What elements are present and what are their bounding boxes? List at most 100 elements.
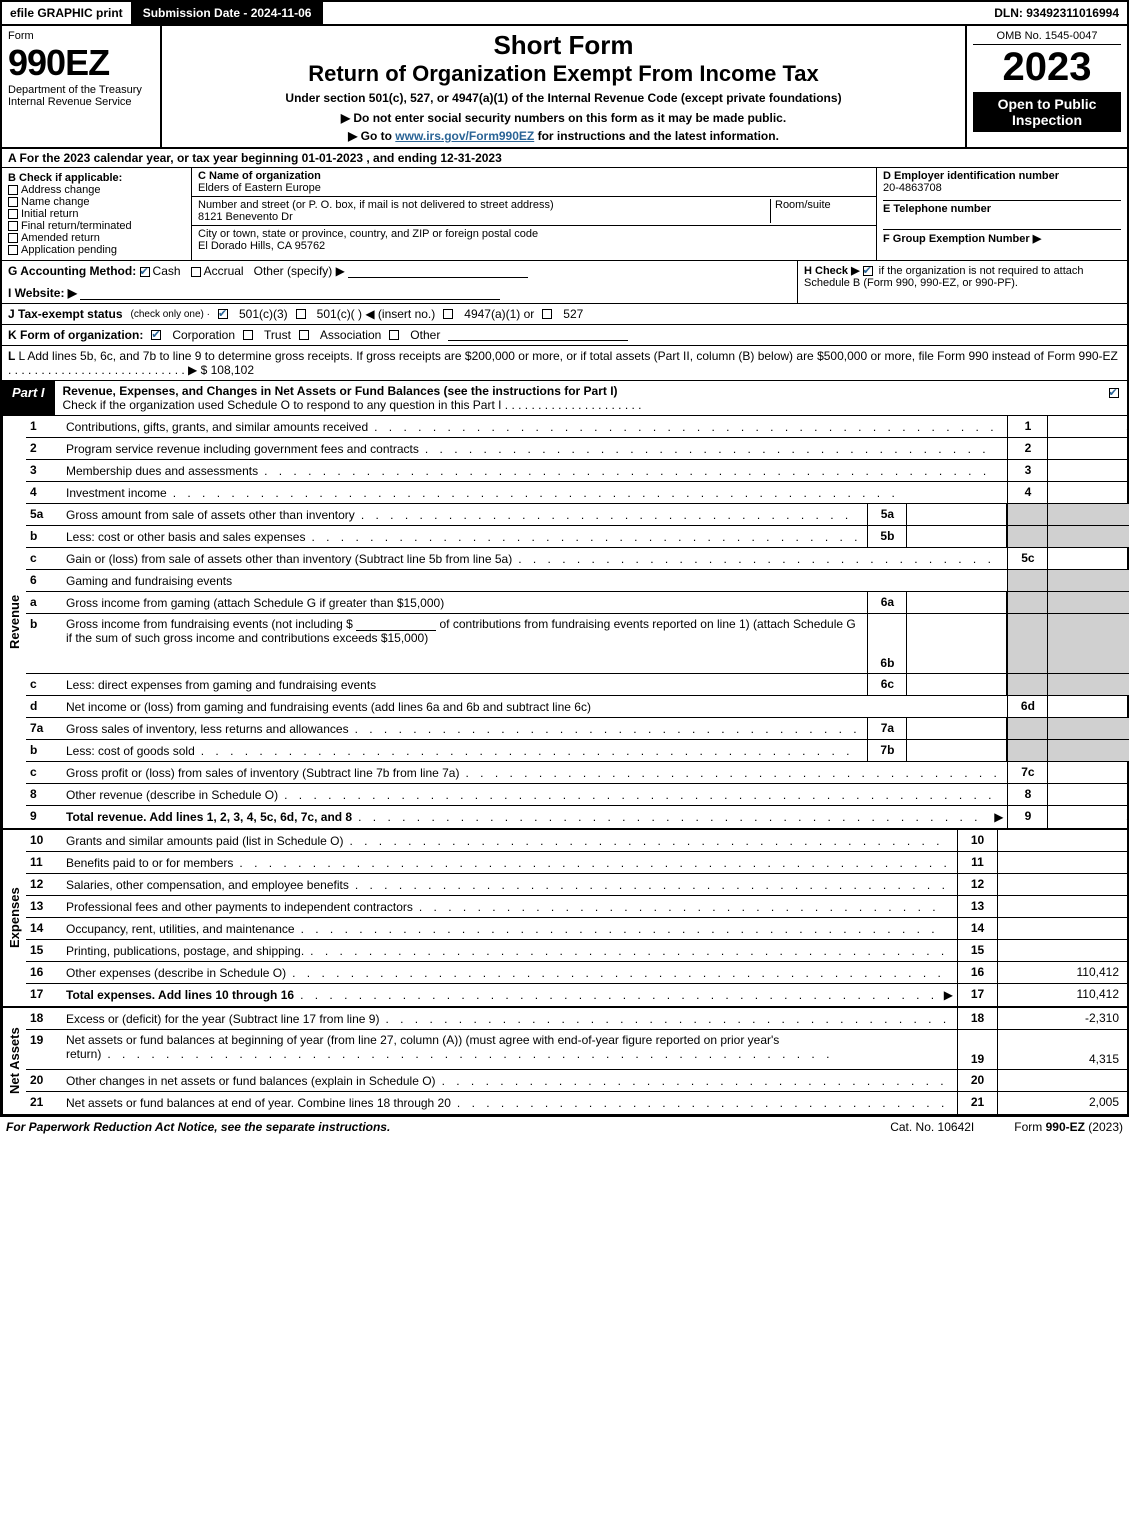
lv-19: 4,315 — [997, 1030, 1127, 1069]
dln-number: DLN: 93492311016994 — [986, 2, 1127, 24]
lv-18: -2,310 — [997, 1008, 1127, 1029]
ln-5c: 5c — [1007, 548, 1047, 569]
line-g: G Accounting Method: Cash Accrual Other … — [2, 261, 797, 303]
rdt-5c: Gain or (loss) from sale of assets other… — [66, 552, 512, 566]
lv-17: 110,412 — [997, 984, 1127, 1006]
row-gh: G Accounting Method: Cash Accrual Other … — [0, 261, 1129, 304]
tax-year: 2023 — [973, 45, 1121, 90]
rd-17: Total expenses. Add lines 10 through 16.… — [62, 984, 957, 1006]
chk-accrual[interactable] — [191, 267, 201, 277]
city-label: City or town, state or province, country… — [198, 228, 538, 240]
form-label: Form — [8, 30, 154, 42]
rd-16: Other expenses (describe in Schedule O).… — [62, 962, 957, 983]
rd-7a: Gross sales of inventory, less returns a… — [62, 718, 867, 739]
lv-5b — [1047, 526, 1129, 547]
chk-initial[interactable]: Initial return — [8, 208, 185, 220]
kother-input[interactable] — [448, 329, 628, 341]
rdt-1: Contributions, gifts, grants, and simila… — [66, 420, 368, 434]
rdt-6d: Net income or (loss) from gaming and fun… — [66, 700, 591, 714]
subtitle: Under section 501(c), 527, or 4947(a)(1)… — [170, 91, 957, 105]
row-6d: d Net income or (loss) from gaming and f… — [26, 696, 1129, 718]
expenses-section: Expenses 10 Grants and similar amounts p… — [0, 830, 1129, 1008]
rd-7c: Gross profit or (loss) from sales of inv… — [62, 762, 1007, 783]
ln-6b — [1007, 614, 1047, 673]
other-input[interactable] — [348, 266, 528, 278]
sv-6b — [907, 614, 1007, 673]
rn-14: 14 — [26, 918, 62, 939]
ln-6 — [1007, 570, 1047, 591]
row-7c: c Gross profit or (loss) from sales of i… — [26, 762, 1129, 784]
cell-city: City or town, state or province, country… — [192, 226, 876, 254]
lv-14 — [997, 918, 1127, 939]
irs-link[interactable]: www.irs.gov/Form990EZ — [395, 129, 534, 143]
sc-6c: 6c — [867, 674, 907, 695]
dots-21: . . . . . . . . . . . . . . . . . . . . … — [457, 1096, 947, 1110]
revenue-body: 1 Contributions, gifts, grants, and simi… — [26, 416, 1129, 828]
ln-7c: 7c — [1007, 762, 1047, 783]
sc-6b: 6b — [867, 614, 907, 673]
rn-6c: c — [26, 674, 62, 695]
chk-name[interactable]: Name change — [8, 196, 185, 208]
rdt-6: Gaming and fundraising events — [66, 574, 232, 588]
box-def: D Employer identification number 20-4863… — [877, 168, 1127, 260]
rn-17: 17 — [26, 984, 62, 1006]
chk-cash[interactable] — [140, 267, 150, 277]
cat-no: Cat. No. 10642I — [890, 1120, 974, 1134]
dots-11: . . . . . . . . . . . . . . . . . . . . … — [239, 856, 947, 870]
rd-5c: Gain or (loss) from sale of assets other… — [62, 548, 1007, 569]
chk-kother[interactable] — [389, 330, 399, 340]
sv-7a — [907, 718, 1007, 739]
chk-schedule-o[interactable] — [1109, 388, 1119, 398]
chk-pending[interactable]: Application pending — [8, 244, 185, 256]
rn-8: 8 — [26, 784, 62, 805]
ln-13: 13 — [957, 896, 997, 917]
chk-address[interactable]: Address change — [8, 184, 185, 196]
row-18: 18 Excess or (deficit) for the year (Sub… — [26, 1008, 1127, 1030]
row-11: 11 Benefits paid to or for members . . . … — [26, 852, 1127, 874]
revenue-section: Revenue 1 Contributions, gifts, grants, … — [0, 416, 1129, 830]
rn-2: 2 — [26, 438, 62, 459]
chk-trust[interactable] — [243, 330, 253, 340]
rn-9: 9 — [26, 806, 62, 828]
website-input[interactable] — [80, 288, 500, 300]
chk-final[interactable]: Final return/terminated — [8, 220, 185, 232]
netassets-section: Net Assets 18 Excess or (deficit) for th… — [0, 1008, 1129, 1116]
dots-4: . . . . . . . . . . . . . . . . . . . . … — [173, 486, 998, 500]
rdt-3: Membership dues and assessments — [66, 464, 258, 478]
ln-7b — [1007, 740, 1047, 761]
rd-6d: Net income or (loss) from gaming and fun… — [62, 696, 1007, 717]
rd-19: Net assets or fund balances at beginning… — [62, 1030, 957, 1069]
rn-7b: b — [26, 740, 62, 761]
chk-corp[interactable] — [151, 330, 161, 340]
chk-4947[interactable] — [443, 309, 453, 319]
ln-19: 19 — [957, 1030, 997, 1069]
rdt-4: Investment income — [66, 486, 167, 500]
form-ref-b: 990-EZ — [1046, 1120, 1085, 1134]
rn-6b: b — [26, 614, 62, 673]
ln-2: 2 — [1007, 438, 1047, 459]
row-16: 16 Other expenses (describe in Schedule … — [26, 962, 1127, 984]
lv-13 — [997, 896, 1127, 917]
ln-12: 12 — [957, 874, 997, 895]
efile-print-label[interactable]: efile GRAPHIC print — [2, 2, 133, 24]
rd-20: Other changes in net assets or fund bala… — [62, 1070, 957, 1091]
rn-18: 18 — [26, 1008, 62, 1029]
dots-13: . . . . . . . . . . . . . . . . . . . . … — [419, 900, 947, 914]
chk-amended[interactable]: Amended return — [8, 232, 185, 244]
contrib-input[interactable] — [356, 619, 436, 631]
chk-assoc[interactable] — [299, 330, 309, 340]
row-14: 14 Occupancy, rent, utilities, and maint… — [26, 918, 1127, 940]
rdt-8: Other revenue (describe in Schedule O) — [66, 788, 278, 802]
chk-h[interactable] — [863, 266, 873, 276]
rn-11: 11 — [26, 852, 62, 873]
chk-527[interactable] — [542, 309, 552, 319]
rdt-11: Benefits paid to or for members — [66, 856, 233, 870]
chk-501c3[interactable] — [218, 309, 228, 319]
chk-501c[interactable] — [296, 309, 306, 319]
lv-3 — [1047, 460, 1129, 481]
lv-9: 108,102 — [1047, 806, 1129, 828]
l-text: L Add lines 5b, 6c, and 7b to line 9 to … — [18, 349, 1117, 363]
rdt-17: Total expenses. Add lines 10 through 16 — [66, 988, 294, 1002]
row-12: 12 Salaries, other compensation, and emp… — [26, 874, 1127, 896]
rdt-15: Printing, publications, postage, and shi… — [66, 944, 304, 958]
